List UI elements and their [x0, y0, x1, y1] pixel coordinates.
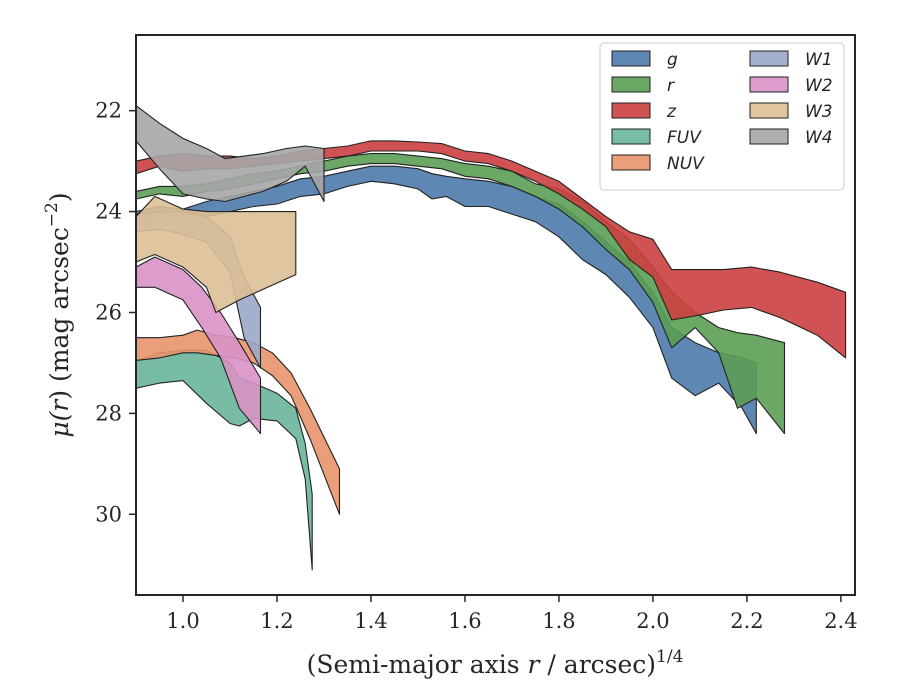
x-tick-label: 1.0	[166, 609, 199, 633]
band-z	[136, 140, 847, 359]
x-axis-ticks: 1.0 1.2 1.4 1.6 1.8 2.0 2.2 2.4	[166, 595, 858, 633]
legend-swatch	[611, 76, 651, 93]
legend-swatch	[749, 50, 789, 67]
legend-item-w2: W2	[749, 76, 833, 96]
legend-swatch	[749, 102, 789, 119]
legend-label: r	[667, 76, 675, 96]
band-g	[136, 165, 757, 435]
x-tick-label: 2.0	[636, 609, 669, 633]
legend-item-nuv: NUV	[611, 154, 705, 174]
x-tick-label: 1.4	[354, 609, 387, 633]
legend-label: NUV	[667, 154, 705, 174]
legend-swatch	[749, 128, 789, 145]
legend-label: W3	[805, 102, 833, 122]
legend-item-w3: W3	[749, 102, 833, 122]
y-tick-label: 26	[95, 300, 122, 324]
band-w4	[136, 105, 325, 203]
legend-item-r: r	[611, 76, 675, 96]
x-tick-label: 1.8	[542, 609, 575, 633]
y-tick-label: 22	[95, 99, 122, 123]
legend-item-fuv: FUV	[611, 128, 702, 148]
legend-label: W2	[805, 76, 833, 96]
y-tick-label: 24	[95, 200, 122, 224]
legend-swatch	[611, 102, 651, 119]
y-tick-label: 28	[95, 401, 122, 425]
legend-label: FUV	[667, 128, 702, 148]
legend-item-w4: W4	[749, 128, 833, 148]
legend-swatch	[611, 154, 651, 171]
x-tick-label: 2.4	[824, 609, 857, 633]
band-w2	[136, 256, 262, 435]
legend-item-z: z	[611, 102, 677, 122]
y-axis-ticks: 22 24 26 28 30	[95, 99, 136, 526]
legend-items: grz FUV NUV W1 W2 W3 W4	[611, 50, 833, 174]
legend-label: W4	[805, 128, 833, 148]
x-tick-label: 1.2	[260, 609, 293, 633]
x-tick-label: 1.6	[448, 609, 481, 633]
data-bands	[136, 105, 847, 571]
y-tick-label: 30	[95, 502, 122, 526]
x-axis-label: (Semi-major axis r / arcsec)1/4	[307, 647, 684, 679]
legend-item-g: g	[611, 50, 678, 70]
x-tick-label: 2.2	[730, 609, 763, 633]
band-r	[136, 153, 786, 435]
legend-label: W1	[805, 50, 833, 70]
band-w3	[136, 195, 297, 314]
y-axis-label: μ(r) (mag arcsec−2)	[42, 192, 74, 437]
legend-label: g	[667, 50, 678, 70]
legend-item-w1: W1	[749, 50, 833, 70]
legend-label: z	[666, 102, 677, 122]
plot-frame	[135, 34, 856, 596]
legend-swatch	[611, 128, 651, 145]
legend: grz FUV NUV W1 W2 W3 W4	[599, 42, 845, 191]
legend-swatch	[611, 50, 651, 67]
legend-swatch	[749, 76, 789, 93]
